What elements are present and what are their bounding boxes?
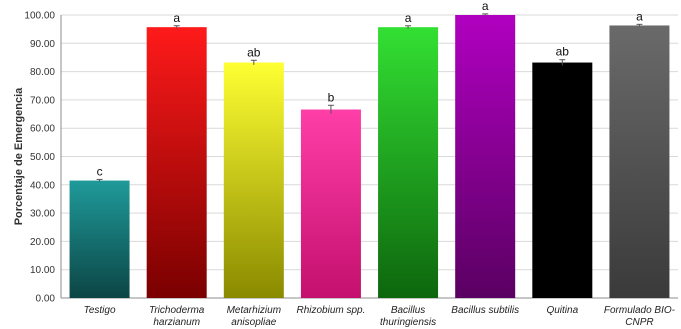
error-bars	[96, 13, 643, 182]
y-tick-label: 100.00	[24, 11, 55, 22]
error-bar	[636, 23, 643, 27]
error-bar	[405, 25, 412, 29]
category-label: Testigo	[84, 305, 116, 316]
error-bar	[173, 25, 180, 29]
significance-label: b	[328, 90, 335, 104]
category-label: Trichoderma harzianum	[149, 305, 205, 328]
significance-label: a	[405, 11, 412, 25]
error-bar	[96, 178, 103, 182]
y-tick-label: 90.00	[30, 39, 55, 50]
category-label: Metarhizium anisopliae	[227, 305, 281, 328]
bar	[609, 25, 670, 298]
y-tick-label: 40.00	[30, 180, 55, 191]
y-axis-title: Porcentaje de Emergencia	[13, 87, 25, 225]
y-tick-label: 50.00	[30, 152, 55, 163]
y-tick-label: 60.00	[30, 124, 55, 135]
bar	[300, 109, 361, 298]
error-bar	[250, 59, 257, 65]
y-axis-ticks: 0.00 10.00 20.00 30.00 40.00 50.00 60.00 70.00 8…	[24, 11, 55, 305]
category-label: Bacillus subtilis	[451, 305, 519, 316]
category-label: Bacillus thuringiensis	[380, 305, 436, 328]
category-label: Formulado BIO-CNPR	[604, 305, 676, 328]
bar	[223, 62, 284, 298]
significance-label: a	[173, 11, 180, 25]
bar	[455, 15, 516, 298]
y-tick-label: 10.00	[30, 265, 55, 276]
significance-label: ab	[556, 45, 570, 59]
bars	[69, 15, 670, 298]
y-tick-label: 80.00	[30, 67, 55, 78]
significance-label: a	[636, 9, 643, 23]
significance-label: a	[482, 0, 489, 13]
significance-label: c	[97, 164, 103, 178]
error-bar	[482, 13, 489, 17]
significance-labels: c a ab b a a ab a	[97, 0, 644, 178]
category-label: Rhizobium spp.	[296, 305, 365, 316]
y-tick-label: 20.00	[30, 237, 55, 248]
category-labels: Testigo Trichoderma harzianum Metarhizium an…	[84, 305, 676, 328]
bar	[69, 180, 130, 298]
y-tick-label: 0.00	[36, 294, 56, 305]
category-label: Quitina	[546, 305, 578, 316]
error-bar	[327, 104, 334, 114]
bar	[146, 27, 207, 298]
error-bar	[559, 59, 566, 66]
y-tick-label: 70.00	[30, 95, 55, 106]
bar	[378, 27, 439, 298]
significance-label: ab	[247, 45, 261, 59]
y-tick-label: 30.00	[30, 209, 55, 220]
bar	[532, 62, 593, 298]
